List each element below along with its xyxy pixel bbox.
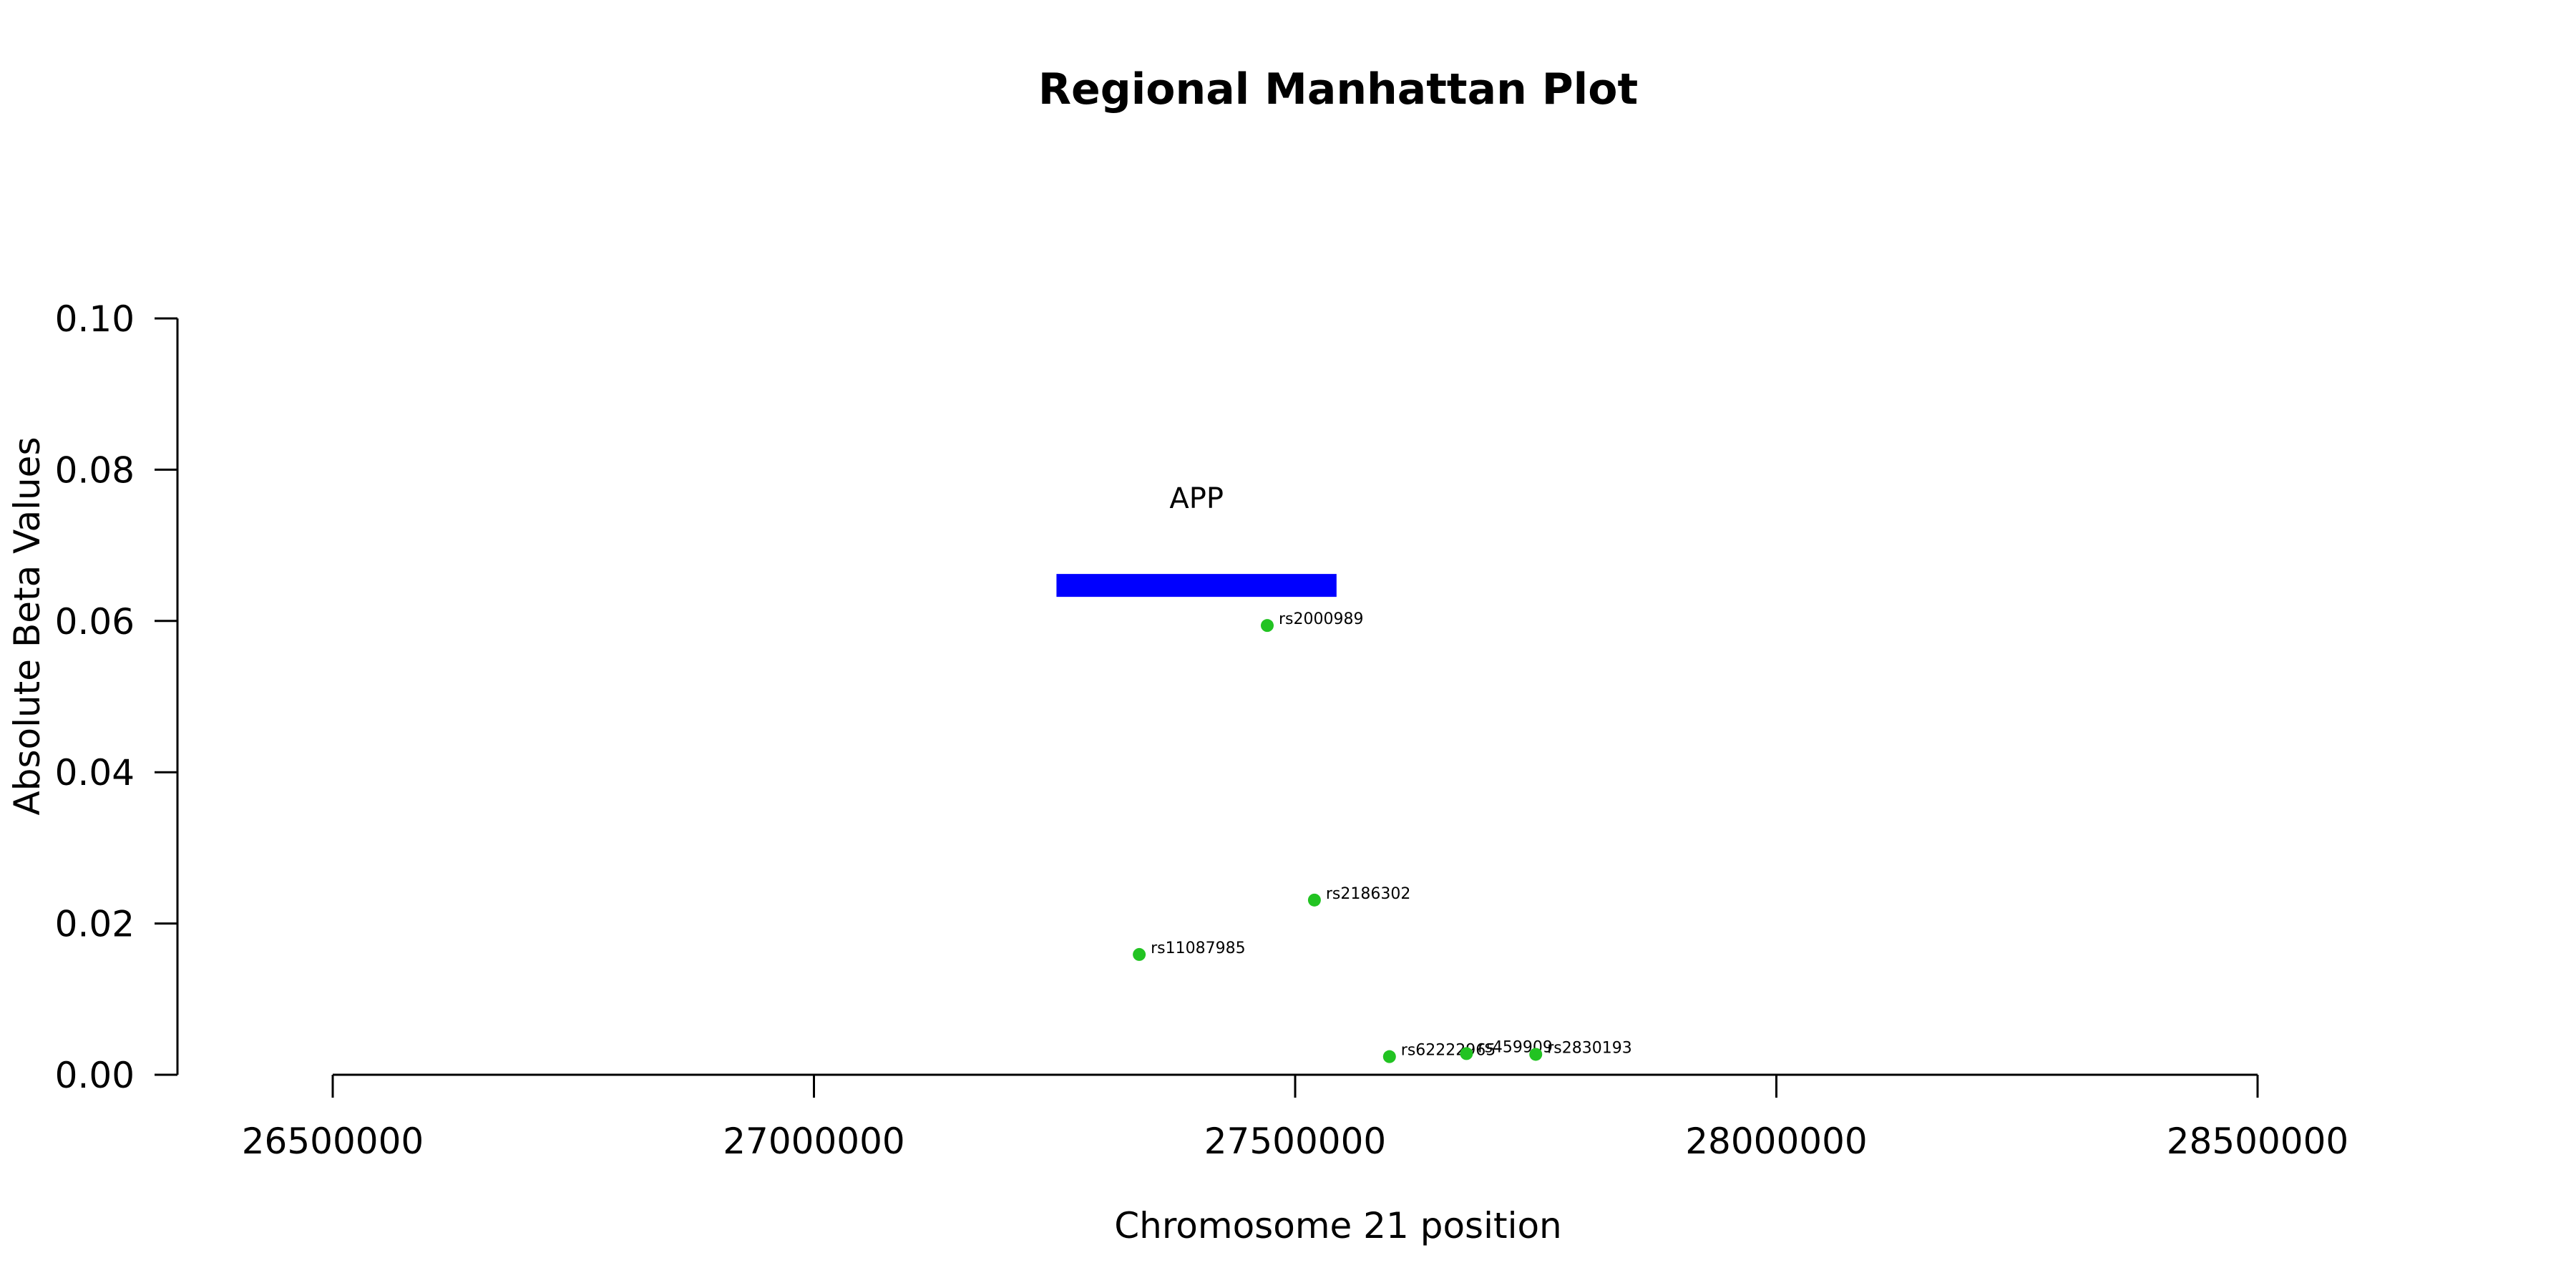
x-axis-label: Chromosome 21 position [1114, 1205, 1562, 1246]
genes-layer: APP [1056, 482, 1337, 597]
chart-title: Regional Manhattan Plot [1038, 64, 1638, 114]
snp-point [1307, 893, 1321, 907]
snp-point [1260, 619, 1274, 633]
x-tick-label: 28000000 [1685, 1121, 1868, 1162]
snp-label: rs2186302 [1326, 885, 1411, 903]
y-tick-label: 0.08 [55, 449, 135, 491]
y-tick-label: 0.02 [55, 904, 135, 945]
points-layer: rs2000989 rs2186302 rs11087985 rs62222965 rs… [1133, 610, 1632, 1063]
snp-point [1382, 1050, 1396, 1063]
snp-label: rs11087985 [1151, 940, 1245, 957]
gene-label: APP [1169, 482, 1224, 515]
y-axis: 0.00 0.02 0.04 0.06 0.08 0.10 [55, 298, 179, 1096]
y-axis-label: Absolute Beta Values [6, 437, 48, 816]
x-tick-label: 27500000 [1204, 1121, 1387, 1162]
x-tick-label: 26500000 [242, 1121, 424, 1162]
snp-label: rs2000989 [1279, 610, 1364, 628]
snp-label: rs2830193 [1547, 1039, 1632, 1057]
y-tick-label: 0.10 [55, 298, 135, 340]
snp-point [1133, 947, 1146, 961]
gene-bar [1056, 574, 1337, 597]
snp-point [1529, 1048, 1543, 1061]
y-tick-label: 0.04 [55, 752, 135, 794]
x-tick-label: 27000000 [723, 1121, 905, 1162]
x-axis: 26500000 27000000 27500000 28000000 28500000 [242, 1073, 2349, 1162]
x-tick-label: 28500000 [2167, 1121, 2349, 1162]
snp-point [1460, 1047, 1473, 1060]
snp-label: rs62222965 [1401, 1042, 1496, 1060]
y-tick-label: 0.00 [55, 1055, 135, 1096]
y-tick-label: 0.06 [55, 601, 135, 643]
